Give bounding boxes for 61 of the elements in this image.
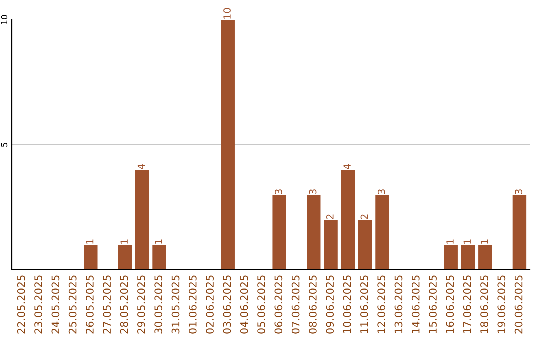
bar [461, 245, 476, 270]
bar [84, 245, 98, 270]
data-label: 1 [446, 240, 454, 244]
x-tick-label: 12.06.2025 [378, 276, 386, 334]
x-tick-label: 17.06.2025 [463, 276, 472, 334]
x-tick-label: 26.05.2025 [86, 276, 94, 334]
x-tick-label: 11.06.2025 [360, 276, 368, 334]
data-label: 4 [344, 164, 351, 170]
data-label: 1 [155, 240, 162, 244]
x-tick-label: 02.06.2025 [206, 276, 214, 334]
x-tick-label: 04.06.2025 [240, 276, 248, 334]
x-tick-label: 05.06.2025 [258, 276, 266, 334]
data-label: 1 [86, 240, 94, 244]
x-tick-label: 15.06.2025 [429, 276, 437, 334]
bar [272, 195, 286, 270]
x-tick-label: 09.06.2025 [326, 276, 334, 334]
bar [358, 220, 372, 270]
data-label: 1 [481, 240, 488, 244]
bar [376, 195, 390, 270]
x-tick-label: 10.06.2025 [343, 276, 352, 334]
data-label: 1 [464, 240, 471, 244]
x-tick-label: 29.05.2025 [138, 276, 146, 334]
data-label: 3 [378, 190, 386, 194]
x-tick-label: 18.06.2025 [480, 276, 488, 334]
x-tick-label: 25.05.2025 [68, 276, 77, 334]
x-tick-label: 22.05.2025 [17, 276, 26, 334]
x-tick-label: 07.06.2025 [292, 276, 300, 334]
bar [444, 245, 458, 270]
bar [152, 245, 166, 270]
bar [324, 220, 338, 270]
bar [307, 195, 321, 270]
x-tick-label: 03.06.2025 [223, 276, 232, 334]
bar [221, 20, 235, 270]
x-tick-label: 28.05.2025 [120, 276, 128, 334]
data-label: 3 [275, 190, 282, 194]
x-tick-label: 06.06.2025 [274, 276, 283, 334]
data-label: 3 [309, 190, 317, 194]
bar [135, 170, 150, 270]
x-tick-label: 08.06.2025 [309, 276, 317, 334]
x-tick-label: 14.06.2025 [412, 276, 420, 334]
data-label: 2 [326, 214, 334, 220]
data-label: 4 [138, 164, 146, 170]
x-tick-label: 13.06.2025 [394, 276, 403, 334]
bar [341, 170, 356, 270]
bar [478, 245, 492, 270]
x-tick-label: 01.06.2025 [188, 276, 197, 334]
x-tick-label: 20.06.2025 [514, 276, 523, 334]
y-tick-label: 5 [1, 143, 8, 148]
x-tick-label: 16.06.2025 [446, 276, 454, 334]
x-tick-label: 30.05.2025 [154, 276, 163, 334]
bar [118, 245, 132, 270]
x-tick-label: 31.05.2025 [172, 276, 180, 334]
data-label: 3 [515, 190, 523, 194]
x-tick-label: 23.05.2025 [34, 276, 42, 334]
x-tick-label: 24.05.2025 [52, 276, 60, 334]
data-label: 1 [120, 240, 128, 244]
bar [512, 195, 527, 270]
x-tick-label: 27.05.2025 [103, 276, 112, 334]
data-label: 2 [360, 214, 368, 220]
data-label: 10 [224, 8, 231, 19]
x-tick-label: 19.06.2025 [498, 276, 506, 334]
